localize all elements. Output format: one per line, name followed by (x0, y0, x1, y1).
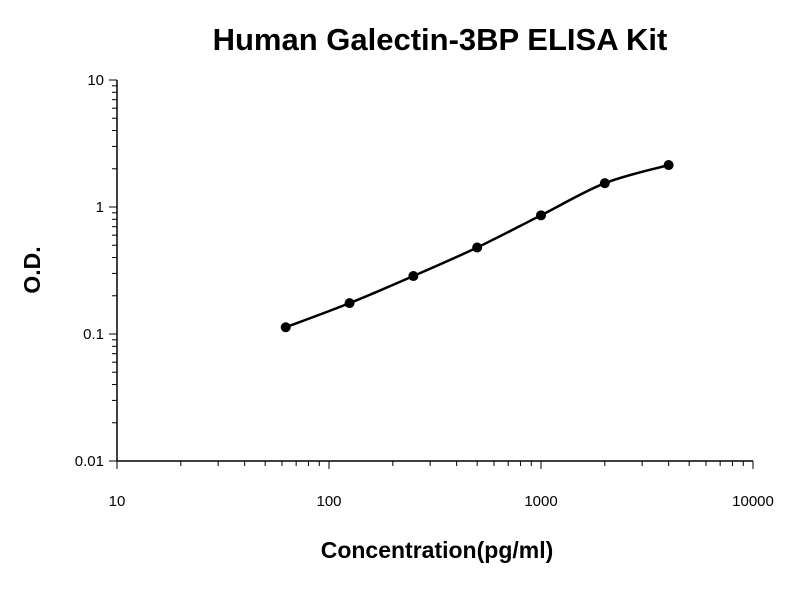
x-tick-label: 1000 (524, 493, 557, 510)
data-point (280, 322, 291, 333)
y-axis-label: O.D. (19, 246, 45, 293)
y-tick-label: 0.1 (83, 326, 104, 343)
chart-title: Human Galectin-3BP ELISA Kit (213, 22, 668, 57)
x-tick-label: 10000 (732, 493, 774, 510)
x-tick-label: 100 (316, 493, 341, 510)
data-marks (280, 160, 674, 333)
y-tick-label: 1 (96, 199, 104, 216)
data-point (536, 210, 546, 221)
y-tick-label: 10 (87, 72, 104, 89)
x-axis-label: Concentration(pg/ml) (321, 537, 554, 563)
tick-labels: 10 100 1000 10000 0.01 0.1 1 10 (75, 72, 774, 510)
data-point (599, 178, 610, 189)
axes (109, 79, 754, 469)
y-tick-label: 0.01 (75, 453, 104, 470)
data-point (472, 242, 483, 253)
data-point (408, 271, 419, 282)
data-point (663, 160, 674, 171)
data-point (344, 298, 355, 309)
x-tick-label: 10 (109, 493, 126, 510)
